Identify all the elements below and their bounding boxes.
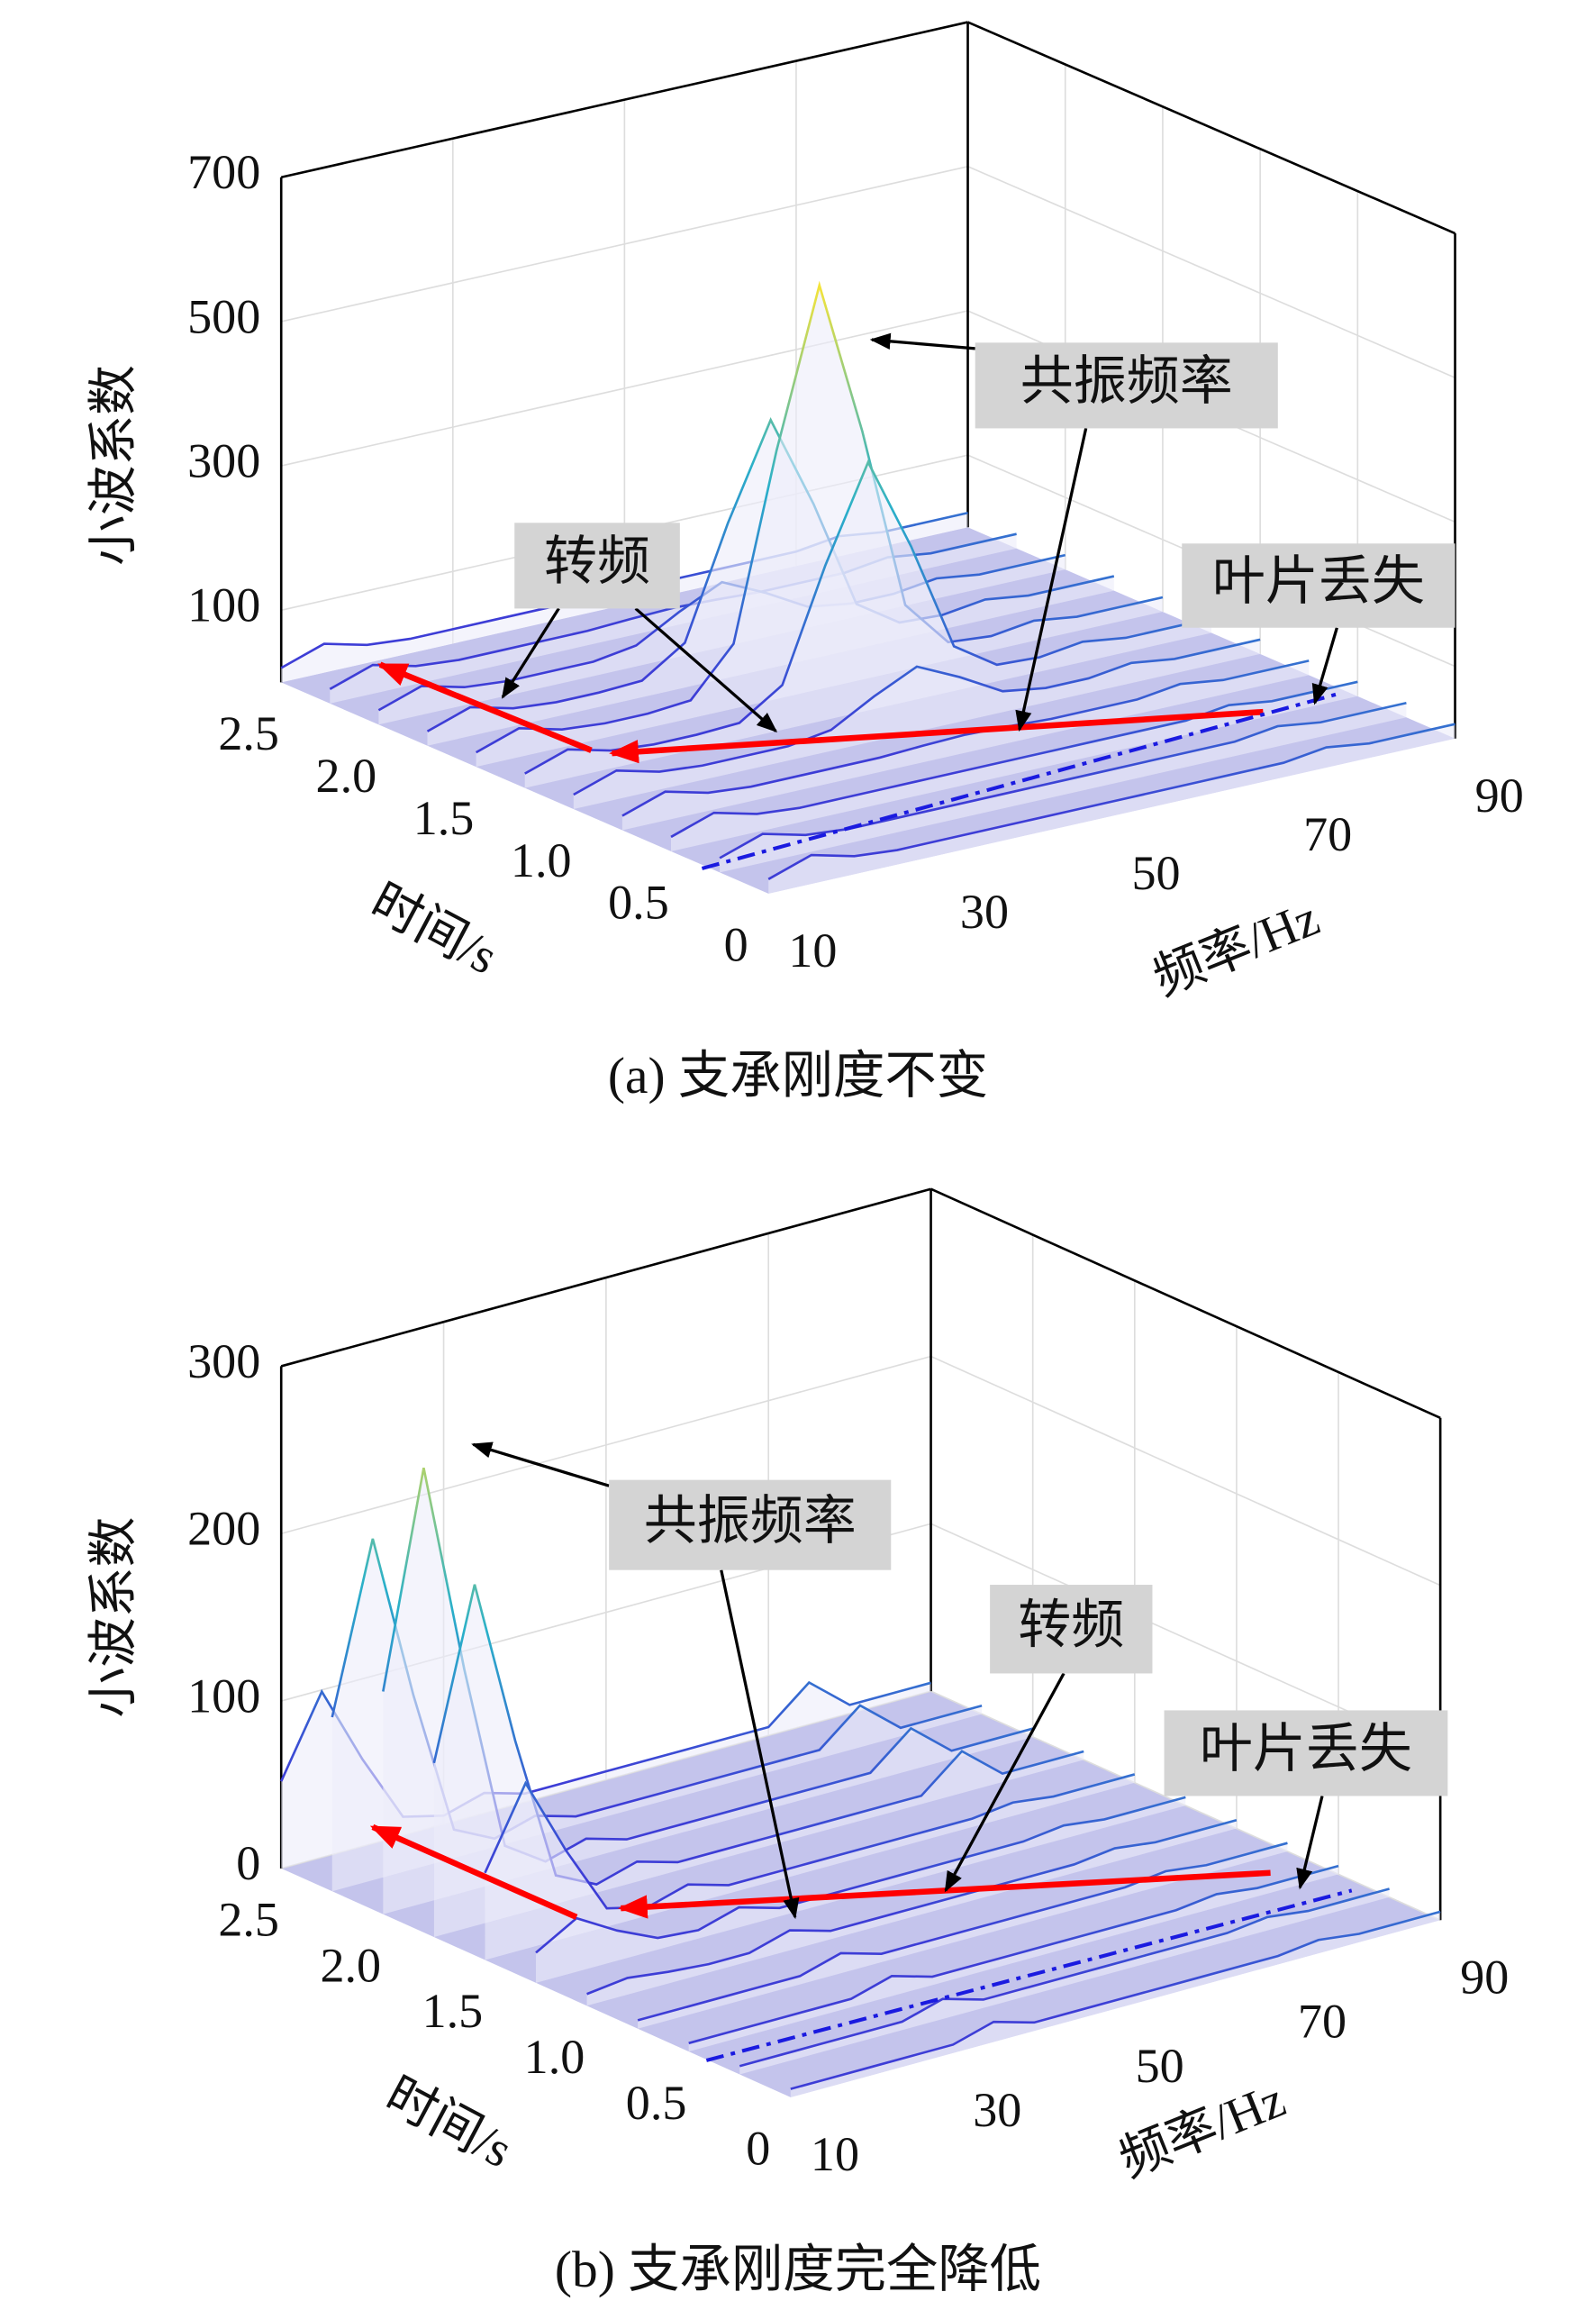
x-tick-label: 2.5 — [218, 706, 279, 760]
curve-fill — [720, 703, 1407, 873]
curve-fill — [739, 1888, 1390, 2075]
curve-fill — [536, 1796, 1186, 1983]
annotation-text: 叶片丢失 — [1200, 1719, 1412, 1778]
y-tick-label: 50 — [1132, 846, 1181, 900]
curve-fill — [586, 1820, 1237, 2006]
curve — [790, 1910, 1441, 2090]
curve-fill — [671, 681, 1358, 851]
box-edge — [967, 21, 1456, 235]
y-tick-label: 30 — [960, 885, 1009, 939]
z-tick-label: 100 — [187, 1669, 260, 1723]
annotation-box — [990, 1585, 1153, 1674]
curve — [670, 680, 1358, 839]
z-tick-label: 500 — [187, 289, 260, 343]
curve — [475, 280, 1164, 754]
curve-fill — [476, 285, 1163, 768]
curve-fill — [790, 1911, 1441, 2097]
x-tick-label: 1.0 — [511, 833, 572, 887]
x-tick-label: 1.0 — [524, 2030, 585, 2084]
annotation-text: 叶片丢失 — [1212, 551, 1425, 611]
y-tick-label: 70 — [1303, 807, 1352, 861]
annotation-box — [1164, 1710, 1448, 1796]
z-tick-label: 700 — [187, 145, 260, 199]
z-tick-label: 100 — [187, 578, 260, 632]
z-tick-label: 300 — [187, 1334, 260, 1388]
curve — [426, 417, 1115, 732]
x-tick-label: 2.5 — [218, 1893, 279, 1947]
annotation-box — [1182, 543, 1455, 628]
y-tick-label: 90 — [1460, 1950, 1509, 2004]
z-grid-line — [967, 166, 1455, 378]
z-tick-label: 300 — [187, 434, 260, 488]
z-tick-label: 0 — [236, 1836, 260, 1890]
y-tick-label: 10 — [788, 923, 837, 978]
y-axis-label: 频率/Hz — [1146, 890, 1327, 1006]
x-tick-label: 1.5 — [422, 1984, 484, 2038]
annotation-arrow — [501, 607, 560, 699]
annotation-text: 共振频率 — [644, 1491, 857, 1551]
curve — [688, 1864, 1339, 2045]
annotation-arrow — [1296, 1796, 1324, 1890]
annotation-box — [975, 342, 1278, 429]
box-edge — [930, 1187, 1441, 1420]
annotation-arrow — [720, 1569, 800, 1920]
z-tick-label: 200 — [187, 1502, 260, 1556]
red-arrow — [369, 1823, 578, 1920]
annotation-text: 转频 — [1018, 1595, 1124, 1654]
annotation-arrow — [471, 1441, 610, 1487]
curve — [573, 638, 1261, 796]
red-arrow — [609, 708, 1264, 764]
curve — [586, 1818, 1238, 1996]
x-axis-label: 时间/s — [362, 873, 506, 986]
annotation-text: 转频 — [544, 532, 650, 591]
y-tick-label: 50 — [1136, 2039, 1184, 2093]
annotation-arrow — [634, 607, 778, 733]
y-tick-label: 30 — [973, 2083, 1021, 2137]
curve — [637, 1842, 1288, 2022]
annotation-arrow — [869, 332, 975, 350]
box-edge — [280, 21, 968, 179]
curve — [767, 723, 1455, 880]
y-tick-label: 70 — [1298, 1995, 1347, 2049]
x-tick-label: 0.5 — [626, 2076, 687, 2130]
curve-fill — [621, 660, 1310, 831]
red-arrow — [377, 661, 593, 753]
caption: (b) 支承刚度完全降低 — [555, 2242, 1041, 2298]
z-axis-label: 小波系数 — [86, 365, 142, 566]
z-grid-line — [930, 1355, 1441, 1587]
x-tick-label: 0 — [724, 918, 748, 972]
curve-fill — [768, 723, 1455, 894]
annotation-arrow — [944, 1672, 1066, 1893]
x-axis-label: 时间/s — [376, 2067, 521, 2179]
x-tick-label: 2.0 — [320, 1938, 381, 1992]
curve — [535, 1796, 1186, 1954]
annotation-text: 共振频率 — [1020, 351, 1233, 411]
curve — [484, 1773, 1136, 1910]
annotation-arrow — [1015, 428, 1088, 732]
x-tick-label: 0 — [746, 2122, 770, 2176]
curve — [524, 459, 1212, 775]
z-axis-label: 小波系数 — [86, 1517, 142, 1718]
caption: (a) 支承刚度不变 — [608, 1048, 988, 1105]
curve — [739, 1887, 1390, 2068]
annotation-arrow — [1311, 627, 1338, 705]
y-tick-label: 90 — [1475, 768, 1524, 823]
annotation-box — [609, 1479, 892, 1570]
curve-fill — [573, 639, 1261, 810]
box-edge — [280, 1187, 931, 1368]
curve-fill — [524, 462, 1212, 788]
x-tick-label: 0.5 — [608, 876, 669, 930]
curve-fill — [688, 1866, 1339, 2052]
blue-dashed-line — [705, 1888, 1353, 2062]
x-tick-label: 2.0 — [316, 749, 377, 803]
y-tick-label: 10 — [811, 2127, 859, 2181]
curve — [621, 659, 1310, 817]
x-tick-label: 1.5 — [413, 791, 475, 845]
annotation-box — [514, 523, 680, 609]
curve-fill — [638, 1842, 1288, 2029]
